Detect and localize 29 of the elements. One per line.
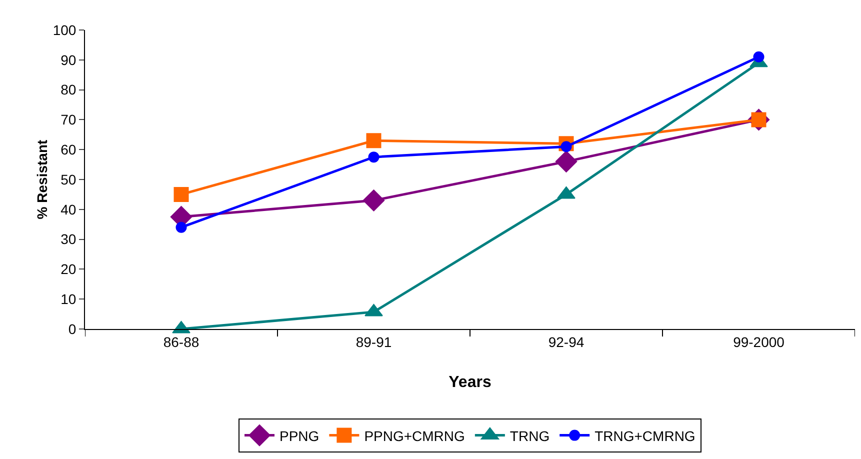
point (176, 222, 187, 233)
y-tick-label: 0 (68, 320, 76, 337)
y-tick-label: 70 (60, 112, 76, 128)
y-tick-label: 40 (60, 201, 76, 218)
point (174, 186, 189, 202)
y-tick-label: 50 (60, 171, 76, 188)
y-tick-label: 90 (60, 52, 76, 68)
point (555, 150, 578, 172)
legend-label: TRNG+CMRNG (594, 428, 696, 444)
legend-label: PPNG+CMRNG (364, 428, 465, 444)
legend-label: PPNG (280, 428, 320, 444)
point (753, 51, 764, 62)
point (366, 133, 382, 148)
y-axis-title: % Resistant (34, 139, 50, 220)
x-tick-label: 86-88 (163, 334, 200, 350)
point (364, 304, 383, 316)
y-tick-label: 60 (60, 142, 76, 158)
x-tick-label: 92-94 (548, 334, 584, 350)
y-tick-label: 30 (60, 231, 76, 248)
y-tick-label: 10 (60, 291, 76, 307)
y-tick-label: 20 (60, 261, 76, 278)
y-tick-label: 100 (52, 22, 76, 38)
x-axis-title: Years (448, 374, 492, 391)
y-tick-label: 80 (60, 82, 76, 98)
x-tick-label: 89-91 (356, 334, 392, 350)
x-tick-label: 99-2000 (733, 334, 785, 350)
point (362, 190, 385, 212)
legend-label: TRNG (510, 428, 550, 444)
point (368, 152, 380, 163)
